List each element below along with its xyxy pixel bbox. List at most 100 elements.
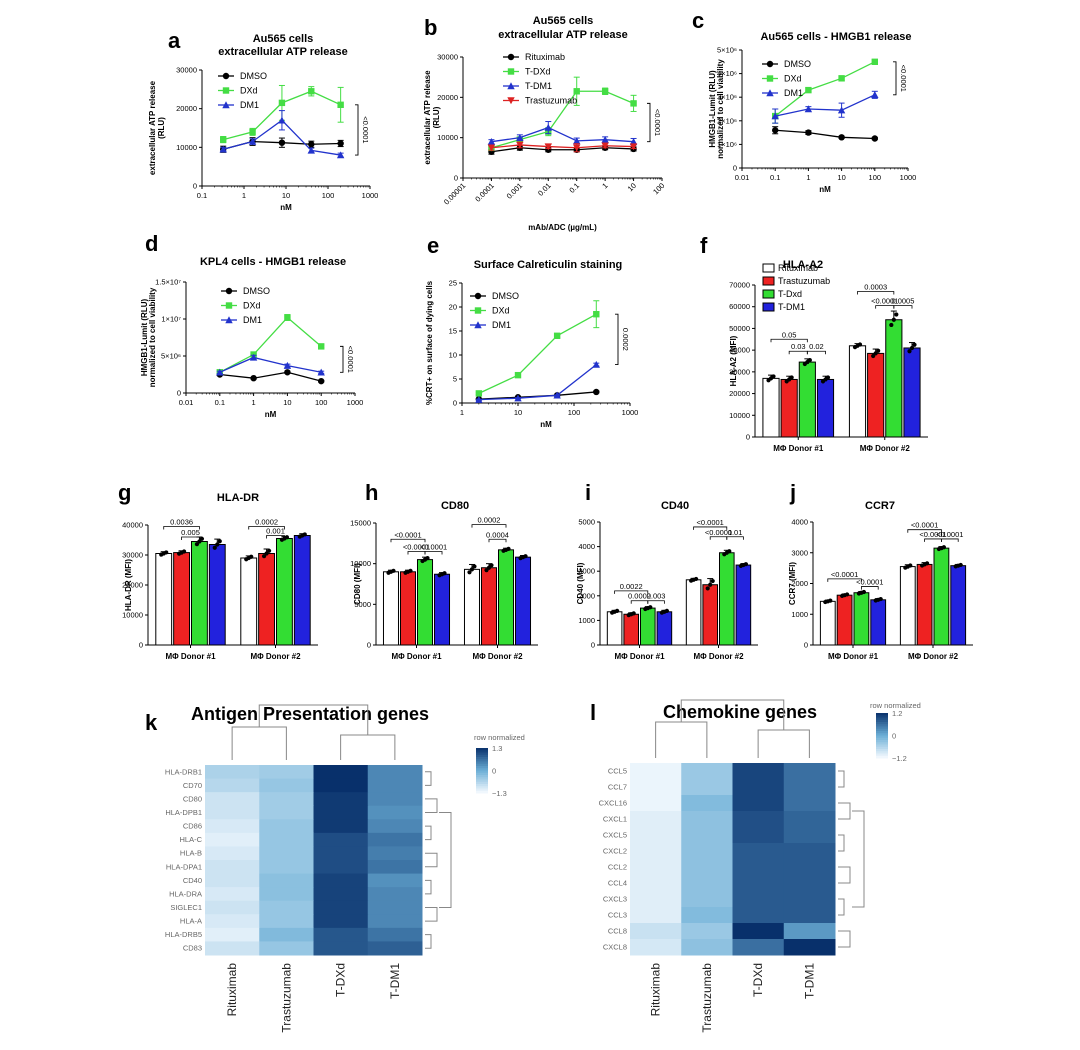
x-tick-label: 0.00001 bbox=[442, 181, 468, 207]
title-f: HLA-A2 bbox=[783, 259, 823, 271]
heatmap-cell bbox=[367, 805, 423, 820]
x-tick-label: 0.1 bbox=[567, 181, 581, 195]
comparison-bracket bbox=[726, 536, 744, 540]
row-dendrogram-branch bbox=[838, 770, 845, 788]
legend-label: DM1 bbox=[784, 88, 803, 98]
row-dendrogram-branch bbox=[439, 812, 452, 908]
bar-trastuzumab bbox=[867, 352, 885, 438]
y-tick-label: 15 bbox=[449, 327, 457, 336]
y-tick-label: 30000 bbox=[176, 66, 197, 75]
panel-letter-e: e bbox=[427, 233, 439, 258]
legend-label: Rituximab bbox=[778, 263, 818, 273]
x-tick-label: 10 bbox=[282, 191, 290, 200]
panel-letter-k: k bbox=[145, 710, 158, 735]
chart-g-hla-dr: 0 10000 20000 30000 40000 HLA-DR (MFI) MΦ Dono… bbox=[122, 518, 318, 661]
chart-c-hmgb1-au565: 0 1×10⁶ 2×10⁶ 3×10⁶ 4×10⁶ 5×10⁶ 0.01 0.1 1 10 100 1… bbox=[708, 46, 916, 195]
color-scale-step bbox=[876, 755, 888, 759]
column-dendrogram-branch bbox=[340, 734, 396, 760]
row-dendrogram-branch bbox=[838, 834, 845, 852]
bar-trastuzumab bbox=[916, 563, 933, 646]
heatmap-cell bbox=[732, 907, 785, 924]
heatmap-cell bbox=[681, 763, 733, 780]
heatmap-cell bbox=[367, 792, 423, 807]
y-tick-label: 0 bbox=[804, 641, 808, 650]
replicate-dot bbox=[771, 374, 776, 379]
legend-label: DM1 bbox=[243, 315, 262, 325]
replicate-dot bbox=[807, 358, 812, 363]
x-tick-label: 0.01 bbox=[735, 173, 750, 182]
data-point-dm1 bbox=[248, 137, 257, 145]
p-value-label: 0.0005 bbox=[891, 297, 914, 306]
bar-t-dxd bbox=[640, 607, 656, 646]
heatmap-cell bbox=[367, 914, 423, 929]
heatmap-cell bbox=[205, 860, 260, 875]
title-h: CD80 bbox=[441, 500, 469, 512]
heatmap-cell bbox=[367, 873, 423, 888]
heatmap-cell bbox=[259, 927, 314, 942]
p-value-label: <0.0001 bbox=[346, 346, 355, 373]
p-value-label: <0.0001 bbox=[871, 297, 898, 306]
comparison-bracket bbox=[390, 538, 426, 543]
x-tick-label: 0.01 bbox=[536, 181, 553, 198]
replicate-dot bbox=[828, 598, 833, 603]
heatmap-cell bbox=[732, 827, 785, 844]
series-line-dmso bbox=[478, 391, 597, 400]
x-tick-label: 1000 bbox=[347, 398, 364, 407]
p-value-label: <0.0001 bbox=[697, 518, 724, 527]
y-axis-label: CD40 (MFI) bbox=[576, 562, 585, 604]
x-tick-label: 10 bbox=[626, 181, 638, 193]
color-scale-tick-label: 1.3 bbox=[492, 744, 502, 753]
color-scale-step bbox=[476, 775, 488, 778]
row-dendrogram-branch bbox=[425, 934, 432, 949]
y-tick-label: 10000 bbox=[176, 143, 197, 152]
color-scale-step bbox=[476, 750, 488, 753]
bar-t-dxd bbox=[798, 361, 816, 438]
comparison-bracket bbox=[407, 551, 426, 555]
legend-label: DXd bbox=[240, 86, 258, 96]
p-value-label: 0.03 bbox=[791, 342, 806, 351]
bar-rituximab bbox=[240, 557, 258, 646]
data-point-t-dm1 bbox=[601, 135, 609, 143]
chart-d-hmgb1-kpl4: 0 5×10⁶ 1×10⁷ 1.5×10⁷ 0.01 0.1 1 10 100 1000 nM HMG… bbox=[140, 278, 363, 420]
replicate-dot bbox=[467, 570, 472, 575]
chart-j-ccr7: 0 1000 2000 3000 4000 CCR7 (MFI) MΦ Donor #1 MΦ… bbox=[788, 518, 973, 661]
heatmap-cell bbox=[630, 875, 682, 892]
legend-marker bbox=[507, 82, 515, 90]
legend-label: DM1 bbox=[240, 100, 259, 110]
data-point-dm1 bbox=[283, 361, 292, 369]
heatmap-cell bbox=[630, 811, 682, 828]
heatmap-cell bbox=[367, 819, 423, 834]
y-tick-label: 5×10⁶ bbox=[717, 46, 737, 55]
legend-marker bbox=[222, 101, 230, 109]
heatmap-row-label: CXCL5 bbox=[603, 831, 627, 840]
x-tick-label: 1 bbox=[600, 181, 609, 190]
heatmap-cell bbox=[630, 843, 682, 860]
color-scale-step bbox=[876, 724, 888, 727]
heatmap-cell bbox=[259, 792, 314, 807]
x-tick-label: 1 bbox=[806, 173, 810, 182]
replicate-dot bbox=[958, 562, 963, 568]
heatmap-cell bbox=[732, 859, 785, 876]
heatmap-cell bbox=[313, 941, 369, 956]
heatmap-cell bbox=[732, 795, 785, 812]
data-point-dm1 bbox=[871, 91, 879, 99]
heatmap-row-label: CCL5 bbox=[608, 767, 627, 776]
p-value-label: 0.0002 bbox=[621, 328, 630, 351]
data-point-t-dm1 bbox=[573, 137, 581, 145]
x-tick-label: 10 bbox=[514, 408, 522, 417]
heatmap-cell bbox=[681, 891, 733, 908]
legend-label: DMSO bbox=[784, 59, 811, 69]
heatmap-title: Chemokine genes bbox=[663, 702, 817, 722]
y-tick-label: 2×10⁶ bbox=[717, 116, 737, 125]
heatmap-row-label: CXCL1 bbox=[603, 815, 627, 824]
p-value-label: 0.0002 bbox=[478, 516, 501, 525]
heatmap-column-label: Rituximab bbox=[649, 963, 663, 1017]
y-tick-label: 40000 bbox=[729, 346, 750, 355]
heatmap-row-label: CXCL3 bbox=[603, 895, 627, 904]
color-scale-step bbox=[476, 781, 488, 785]
data-point-dmso bbox=[284, 369, 291, 376]
heatmap-row-label: CXCL2 bbox=[603, 847, 627, 856]
y-tick-label: 0 bbox=[454, 174, 458, 183]
heatmap-column-label: Trastuzumab bbox=[279, 963, 293, 1033]
bar-trastuzumab bbox=[258, 553, 275, 646]
